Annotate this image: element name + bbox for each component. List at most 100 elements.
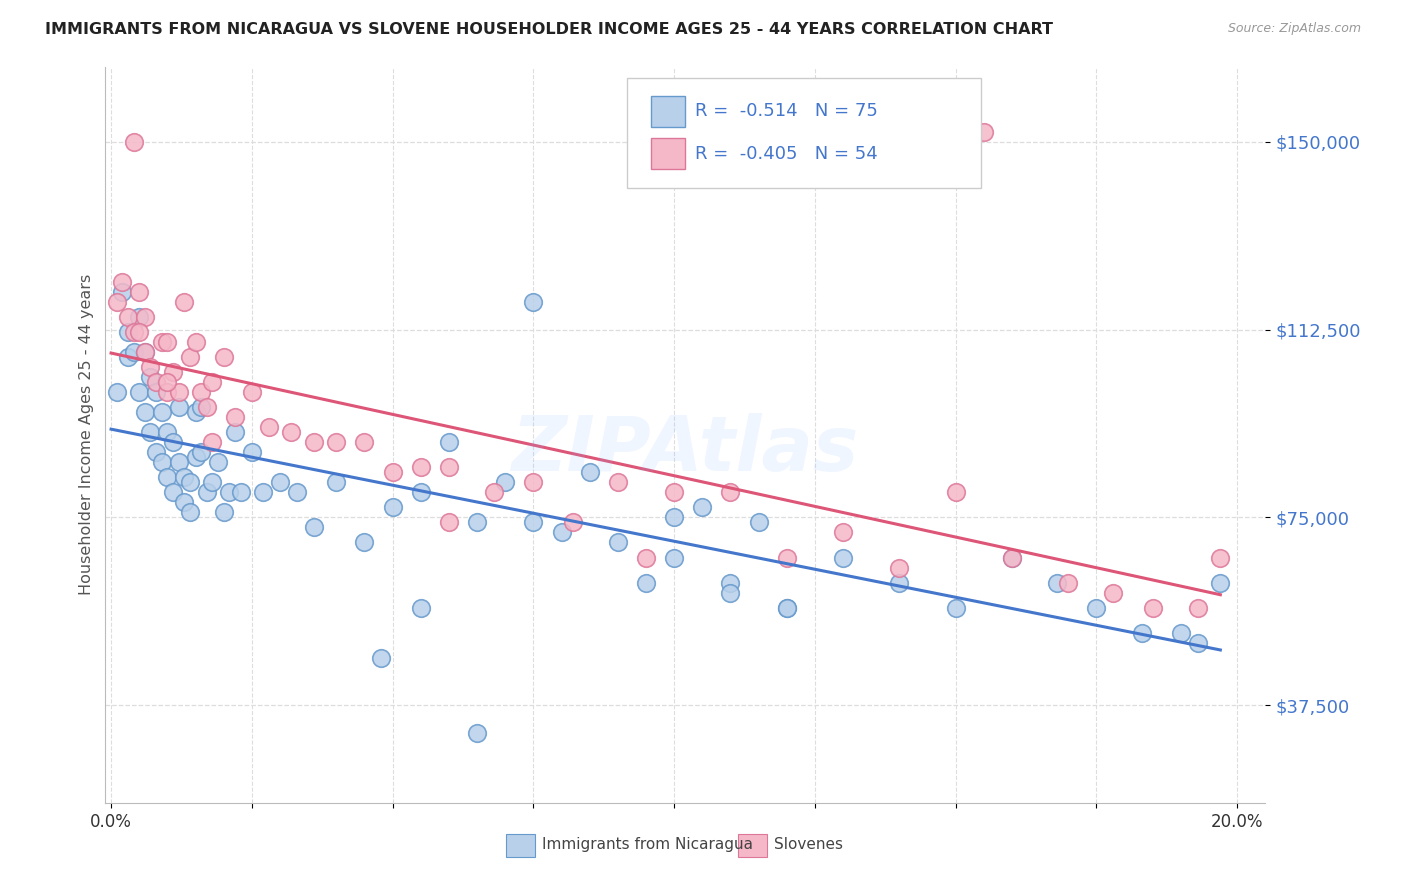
Point xyxy=(156,425,179,440)
Point xyxy=(1001,550,1024,565)
Point xyxy=(280,425,302,440)
Point xyxy=(195,485,218,500)
Point xyxy=(776,550,799,565)
Point xyxy=(139,360,162,375)
Point xyxy=(122,325,145,339)
Point xyxy=(437,516,460,530)
Text: Slovenes: Slovenes xyxy=(773,837,842,852)
Point xyxy=(145,385,167,400)
Point xyxy=(212,351,235,365)
Point xyxy=(748,516,770,530)
Point xyxy=(128,385,150,400)
Point xyxy=(173,495,195,509)
Point xyxy=(662,550,685,565)
FancyBboxPatch shape xyxy=(651,138,686,169)
Point xyxy=(128,325,150,339)
Point xyxy=(269,475,291,490)
Point xyxy=(139,425,162,440)
Point xyxy=(240,445,263,459)
Point xyxy=(229,485,252,500)
Point xyxy=(224,425,246,440)
Point xyxy=(1130,625,1153,640)
Point xyxy=(482,485,505,500)
Point xyxy=(889,560,911,574)
Point xyxy=(973,125,995,139)
Point xyxy=(1085,600,1108,615)
Point xyxy=(409,485,432,500)
Point xyxy=(201,376,224,390)
Point xyxy=(134,345,156,359)
Point xyxy=(720,585,742,599)
Point xyxy=(409,460,432,475)
Point xyxy=(201,475,224,490)
Point xyxy=(325,435,347,450)
Point xyxy=(179,505,201,519)
Point xyxy=(1046,575,1069,590)
Text: Source: ZipAtlas.com: Source: ZipAtlas.com xyxy=(1227,22,1361,36)
Point xyxy=(184,450,207,465)
Point xyxy=(1057,575,1080,590)
Point xyxy=(111,275,134,289)
Point xyxy=(173,295,195,310)
Point xyxy=(145,376,167,390)
Point xyxy=(162,365,184,379)
Point xyxy=(381,500,404,515)
Point xyxy=(522,295,544,310)
Point xyxy=(945,600,967,615)
Point xyxy=(117,325,139,339)
Point xyxy=(257,420,280,434)
Point xyxy=(1187,635,1209,649)
Point xyxy=(1209,550,1232,565)
Point xyxy=(156,385,179,400)
Point xyxy=(156,470,179,484)
Point xyxy=(162,485,184,500)
Point xyxy=(832,525,855,540)
Point xyxy=(465,725,488,739)
Point xyxy=(207,455,229,469)
Point xyxy=(201,435,224,450)
Point xyxy=(252,485,274,500)
Point xyxy=(156,376,179,390)
Text: Immigrants from Nicaragua: Immigrants from Nicaragua xyxy=(541,837,752,852)
Point xyxy=(184,405,207,419)
Point xyxy=(128,310,150,325)
Point xyxy=(195,401,218,415)
Point xyxy=(381,466,404,480)
Point xyxy=(150,335,173,350)
Text: R =  -0.514   N = 75: R = -0.514 N = 75 xyxy=(695,102,877,120)
Point xyxy=(409,600,432,615)
FancyBboxPatch shape xyxy=(651,95,686,127)
Point xyxy=(122,345,145,359)
Point xyxy=(179,351,201,365)
Point xyxy=(218,485,240,500)
Point xyxy=(325,475,347,490)
Point xyxy=(1187,600,1209,615)
Point xyxy=(117,310,139,325)
Point xyxy=(179,475,201,490)
Point xyxy=(134,405,156,419)
Point xyxy=(662,510,685,524)
Point xyxy=(692,500,714,515)
Point xyxy=(634,550,657,565)
Point xyxy=(1209,575,1232,590)
Point xyxy=(105,385,128,400)
Point xyxy=(550,525,572,540)
Point xyxy=(776,600,799,615)
Point xyxy=(945,485,967,500)
Point xyxy=(662,485,685,500)
Point xyxy=(134,345,156,359)
Point xyxy=(606,475,628,490)
Point xyxy=(832,550,855,565)
Text: ZIPAtlas: ZIPAtlas xyxy=(512,413,859,486)
Point xyxy=(370,650,392,665)
Point xyxy=(465,516,488,530)
Point xyxy=(494,475,516,490)
Point xyxy=(117,351,139,365)
Point xyxy=(720,575,742,590)
Text: IMMIGRANTS FROM NICARAGUA VS SLOVENE HOUSEHOLDER INCOME AGES 25 - 44 YEARS CORRE: IMMIGRANTS FROM NICARAGUA VS SLOVENE HOU… xyxy=(45,22,1053,37)
Point xyxy=(720,485,742,500)
Point xyxy=(285,485,308,500)
Point xyxy=(1170,625,1192,640)
Point xyxy=(162,435,184,450)
Point xyxy=(302,435,325,450)
